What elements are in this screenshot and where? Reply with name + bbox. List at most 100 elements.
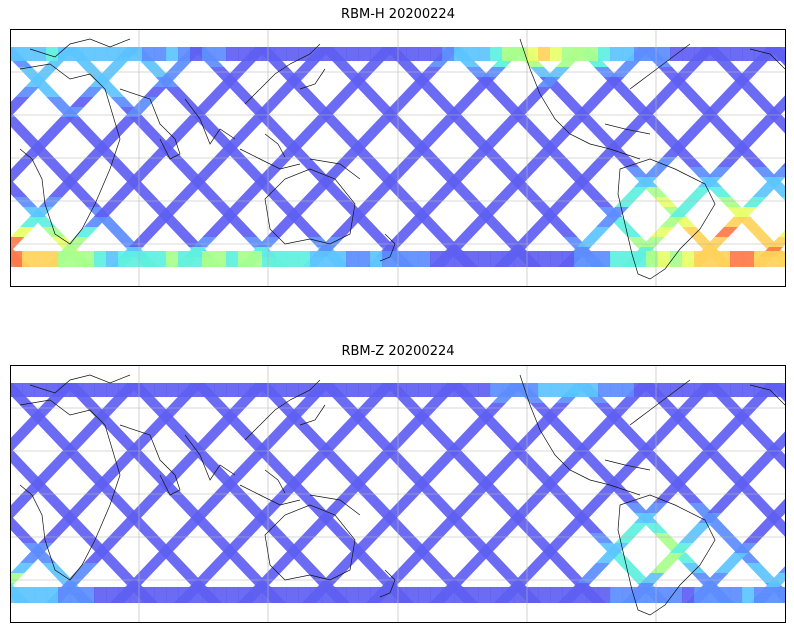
swath-segment	[525, 157, 549, 167]
swath-segment	[324, 523, 348, 533]
swath-segment	[241, 167, 265, 177]
swath-band-cell	[82, 251, 95, 267]
swath-segment	[700, 107, 724, 117]
swath-segment	[202, 563, 226, 573]
swath-band-cell	[454, 47, 467, 61]
swath-segment	[601, 77, 625, 87]
swath-segment	[278, 483, 302, 493]
coastline-path	[617, 494, 716, 616]
swath-band-cell	[238, 383, 251, 397]
swath-band-cell	[154, 383, 167, 397]
swath-band-cell	[310, 251, 323, 267]
swath-segment	[259, 167, 283, 177]
swath-segment	[224, 137, 248, 147]
swath-segment	[333, 493, 357, 503]
swath-segment	[10, 453, 25, 463]
swath-band-cell	[610, 251, 623, 267]
swath-segment	[605, 543, 629, 553]
swath-segment	[587, 463, 611, 473]
swath-band-cell	[34, 47, 47, 61]
swath-band-cell	[178, 47, 191, 61]
swath-segment	[525, 197, 549, 207]
swath-segment	[395, 463, 419, 473]
swath-band-cell	[766, 251, 779, 267]
swath-band-cell	[142, 587, 155, 603]
swath-band-cell	[754, 383, 767, 397]
swath-segment	[298, 227, 322, 237]
swath-band-cell	[238, 587, 251, 603]
swath-segment	[369, 503, 393, 513]
swath-band-cell	[778, 251, 786, 267]
swath-segment	[134, 97, 158, 107]
swath-segment	[153, 413, 177, 423]
swath-segment	[733, 207, 757, 217]
swath-segment	[435, 453, 459, 463]
swath-band-cell	[106, 47, 119, 61]
swath-segment	[278, 147, 302, 157]
swath-segment	[499, 117, 523, 127]
swath-segment	[188, 443, 212, 453]
swath-band-cell	[250, 251, 263, 267]
swath-band-cell	[166, 251, 179, 267]
swath-segment	[522, 563, 546, 573]
swath-band-cell	[10, 47, 23, 61]
swath-band-cell	[478, 383, 491, 397]
swath-segment	[708, 187, 732, 197]
swath-segment	[394, 227, 418, 237]
swath-band-cell	[358, 383, 371, 397]
swath-band-cell	[310, 383, 323, 397]
swath-segment	[10, 433, 30, 443]
swath-segment	[281, 77, 305, 87]
swath-segment	[774, 97, 786, 107]
swath-band-cell	[118, 251, 131, 267]
swath-band-cell	[70, 587, 83, 603]
swath-band-cell	[406, 47, 419, 61]
coastline-path	[629, 379, 691, 426]
swath-segment	[489, 127, 513, 137]
swath-segment	[660, 217, 684, 227]
swath-band-cell	[598, 587, 611, 603]
swath-segment	[726, 483, 750, 493]
swath-segment	[589, 157, 613, 167]
swath-band-cell	[322, 47, 335, 61]
swath-segment	[143, 87, 167, 97]
swath-segment	[361, 127, 385, 137]
swath-segment	[627, 117, 651, 127]
swath-band-cell	[190, 587, 203, 603]
swath-segment	[269, 533, 293, 543]
swath-band-cell	[142, 47, 155, 61]
swath-segment	[563, 117, 587, 127]
coastline-path	[309, 158, 361, 180]
swath-segment	[41, 463, 65, 473]
swath-segment	[134, 433, 158, 443]
coastline-path	[629, 43, 691, 90]
swath-band-cell	[418, 47, 431, 61]
swath-segment	[250, 177, 274, 187]
swath-band-cell	[742, 587, 755, 603]
swath-band-cell	[334, 587, 347, 603]
swath-band-cell	[454, 251, 467, 267]
swath-segment	[660, 553, 684, 563]
swath-segment	[326, 433, 350, 443]
swath-band-cell	[166, 383, 179, 397]
swath-segment	[141, 493, 165, 503]
swath-band-cell	[706, 47, 719, 61]
swath-segment	[202, 227, 226, 237]
swath-segment	[32, 137, 56, 147]
swath-segment	[323, 503, 347, 513]
swath-band-cell	[430, 47, 443, 61]
swath-segment	[679, 493, 703, 503]
swath-segment	[596, 217, 620, 227]
swath-segment	[51, 117, 75, 127]
swath-segment	[618, 227, 642, 237]
swath-segment	[662, 147, 686, 157]
swath-segment	[143, 423, 167, 433]
swath-segment	[378, 513, 402, 523]
swath-band-cell	[526, 587, 539, 603]
swath-band-cell	[70, 383, 83, 397]
swath-segment	[240, 523, 264, 533]
swath-segment	[395, 127, 419, 137]
swath-segment	[444, 107, 468, 117]
swath-band-cell	[610, 47, 623, 61]
swath-segment	[330, 563, 354, 573]
